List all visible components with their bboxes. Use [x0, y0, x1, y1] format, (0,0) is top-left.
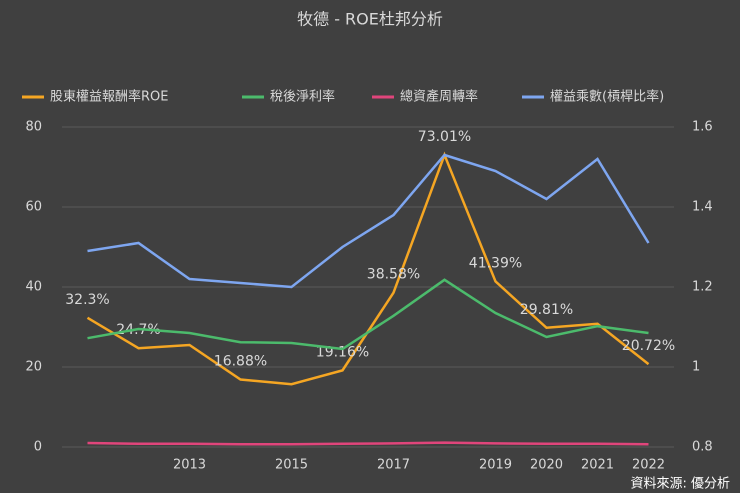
y-tick-label: 80: [25, 120, 42, 135]
series-line: [87, 278, 649, 351]
x-tick-label: 2017: [377, 458, 410, 473]
y-tick-label: 0: [34, 440, 42, 455]
x-tick-label: 2015: [275, 458, 308, 473]
y2-tick-label: 1.6: [692, 120, 713, 135]
data-label: 16.88%: [214, 353, 267, 369]
y2-tick-label: 1.2: [692, 280, 713, 295]
y-tick-label: 40: [25, 280, 42, 295]
data-label: 41.39%: [469, 255, 522, 271]
data-label: 32.3%: [65, 292, 109, 308]
legend-label: 總資產周轉率: [400, 89, 478, 105]
data-label: 38.58%: [367, 267, 420, 283]
y2-tick-label: 1: [692, 360, 700, 375]
y-tick-label: 20: [25, 360, 42, 375]
x-tick-label: 2020: [530, 458, 563, 473]
y2-tick-label: 1.4: [692, 200, 713, 215]
y2-tick-label: 0.8: [692, 440, 713, 455]
data-label: 29.81%: [520, 302, 573, 318]
legend-label: 稅後淨利率: [270, 89, 335, 105]
series-line: [87, 153, 650, 289]
legend-label: 股東權益報酬率ROE: [50, 89, 168, 105]
y-tick-label: 60: [25, 200, 42, 215]
data-label: 20.72%: [622, 338, 675, 354]
series-line: [87, 441, 649, 446]
x-tick-label: 2022: [632, 458, 665, 473]
x-tick-label: 2019: [479, 458, 512, 473]
x-tick-label: 2021: [581, 458, 614, 473]
legend-label: 權益乘數(槓桿比率): [550, 89, 664, 105]
data-label: 73.01%: [418, 129, 471, 145]
source: 資料來源: 優分析: [630, 477, 730, 492]
x-tick-label: 2013: [173, 458, 206, 473]
chart-title: 牧德 - ROE杜邦分析: [297, 10, 443, 29]
